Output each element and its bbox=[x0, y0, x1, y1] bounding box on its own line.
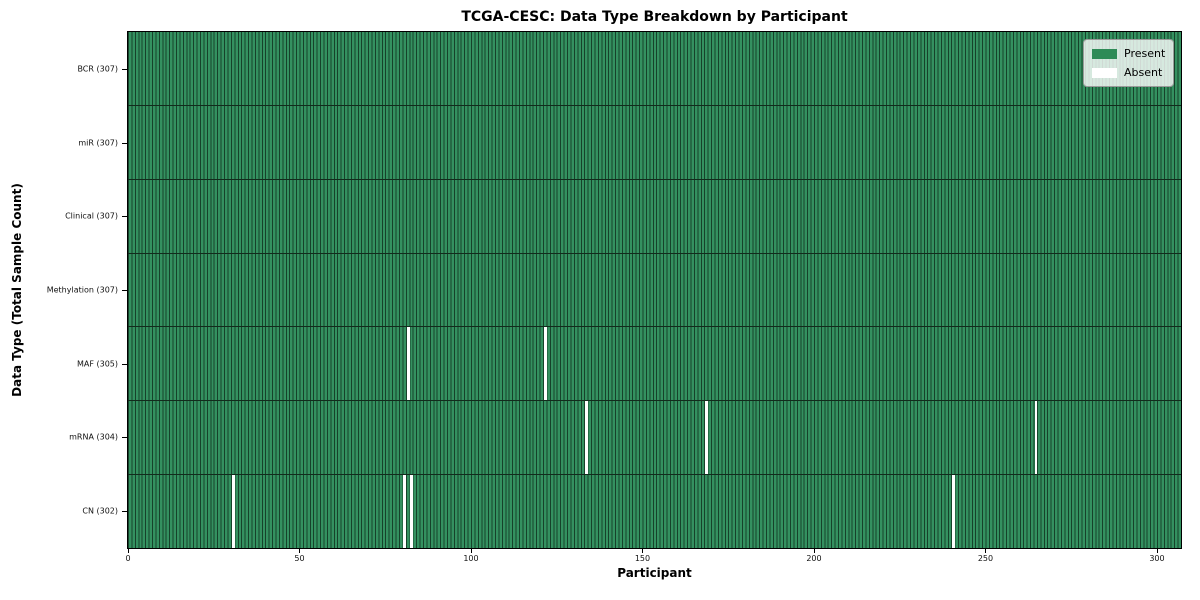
y-tick-label: mRNA (304) bbox=[69, 432, 118, 442]
y-tick-mark bbox=[122, 142, 127, 144]
heatmap-row-clinical bbox=[128, 178, 1181, 253]
x-tick-mark bbox=[813, 549, 815, 553]
absent-cell bbox=[406, 327, 410, 401]
y-tick-mark bbox=[122, 68, 127, 70]
y-tick-label: MAF (305) bbox=[76, 359, 118, 369]
plot-area: Present Absent bbox=[127, 31, 1182, 549]
y-tick-label: miR (307) bbox=[78, 138, 118, 148]
absent-cell bbox=[1034, 401, 1038, 475]
y-tick-mark bbox=[122, 216, 127, 218]
x-tick-label: 50 bbox=[294, 554, 305, 563]
absent-cell bbox=[544, 327, 547, 401]
x-tick-mark bbox=[985, 549, 987, 553]
y-tick-label: Clinical (307) bbox=[65, 211, 118, 221]
legend-item-absent: Absent bbox=[1092, 65, 1165, 80]
y-tick-label: Methylation (307) bbox=[46, 285, 118, 295]
legend: Present Absent bbox=[1083, 39, 1174, 87]
y-tick-label: CN (302) bbox=[82, 506, 118, 516]
legend-label-absent: Absent bbox=[1124, 66, 1163, 79]
x-tick-mark bbox=[642, 549, 644, 553]
x-tick-label: 150 bbox=[634, 554, 651, 563]
heatmap-row-bcr bbox=[128, 32, 1181, 105]
absent-cell bbox=[231, 475, 235, 549]
y-tick-mark bbox=[122, 363, 127, 365]
absent-cell bbox=[952, 475, 956, 549]
y-tick-mark bbox=[122, 290, 127, 291]
x-tick-label: 300 bbox=[1149, 554, 1165, 563]
heatmap-row-maf bbox=[128, 326, 1181, 401]
absent-cell bbox=[585, 401, 588, 475]
legend-item-present: Present bbox=[1092, 46, 1165, 61]
x-tick-label: 0 bbox=[125, 554, 131, 563]
y-tick-mark bbox=[122, 511, 127, 513]
y-tick-label: BCR (307) bbox=[77, 64, 118, 74]
legend-label-present: Present bbox=[1124, 47, 1166, 60]
heatmap-row-mrna bbox=[128, 400, 1181, 475]
chart-title: TCGA-CESC: Data Type Breakdown by Partic… bbox=[461, 9, 848, 25]
absent-cell bbox=[705, 401, 709, 475]
legend-swatch-present-icon bbox=[1092, 48, 1117, 59]
x-tick-mark bbox=[1156, 549, 1158, 553]
absent-cell bbox=[410, 475, 414, 549]
x-tick-mark bbox=[470, 549, 472, 553]
heatmap-row-methylation bbox=[128, 252, 1181, 327]
x-tick-label: 100 bbox=[463, 554, 479, 563]
x-tick-mark bbox=[299, 549, 301, 553]
x-tick-mark bbox=[128, 549, 129, 553]
y-tick-mark bbox=[122, 437, 127, 439]
absent-cell bbox=[403, 475, 407, 549]
x-tick-label: 250 bbox=[977, 554, 994, 563]
heatmap-row-cn bbox=[128, 474, 1181, 549]
x-axis-label: Participant bbox=[617, 566, 692, 580]
x-tick-label: 200 bbox=[806, 554, 822, 563]
legend-swatch-absent-icon bbox=[1092, 67, 1117, 78]
heatmap-row-mir bbox=[128, 104, 1181, 179]
